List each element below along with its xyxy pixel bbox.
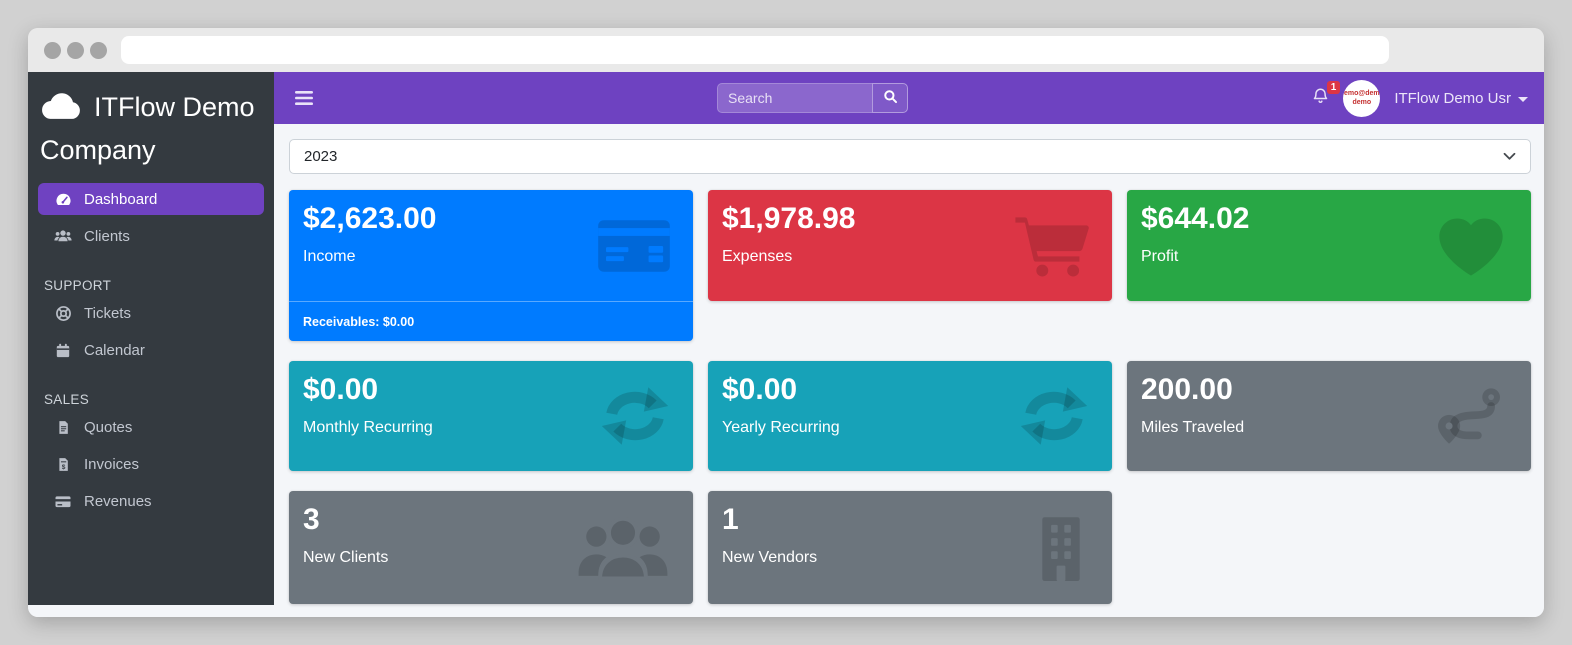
- sidebar-item-calendar[interactable]: Calendar: [38, 334, 264, 366]
- sidebar-item-label: Invoices: [84, 455, 140, 473]
- window-control-dot[interactable]: [44, 41, 61, 59]
- users-icon: [50, 228, 76, 244]
- search-input[interactable]: [717, 83, 872, 113]
- sidebar-nav: Dashboard Clients SUPPORT Tickets: [28, 183, 274, 517]
- year-select-value: 2023: [304, 148, 338, 165]
- window-control-dot[interactable]: [67, 41, 84, 59]
- card-value: $644.02: [1141, 202, 1250, 235]
- profit-card: $644.02 Profit: [1127, 190, 1531, 301]
- heart-icon: [1433, 212, 1509, 280]
- card-value: 200.00: [1141, 373, 1233, 406]
- new-vendors-card: 1 New Vendors: [708, 491, 1112, 604]
- sync-icon: [1018, 385, 1090, 447]
- card-label: Monthly Recurring: [303, 418, 433, 436]
- user-group-icon: [575, 515, 671, 581]
- browser-chrome: [28, 28, 1544, 72]
- life-ring-icon: [50, 305, 76, 322]
- caret-down-icon: [1518, 96, 1528, 102]
- sidebar-item-label: Clients: [84, 227, 130, 245]
- window-controls: [44, 41, 107, 59]
- file-invoice-dollar-icon: $: [50, 456, 76, 473]
- sync-icon: [599, 385, 671, 447]
- svg-text:$: $: [61, 463, 65, 470]
- sidebar-section-sales: SALES: [44, 392, 90, 407]
- main-area: 1 demo@demo demo ITFlow Demo Usr: [274, 72, 1544, 617]
- year-select[interactable]: 2023: [289, 139, 1531, 174]
- cards-row-2: $0.00 Monthly Recurring $0.00 Yearly Rec…: [289, 361, 1531, 471]
- card-label: New Vendors: [722, 548, 818, 566]
- menu-toggle-button[interactable]: [295, 91, 313, 105]
- route-icon: [1429, 385, 1509, 447]
- card-value: 3: [303, 503, 320, 536]
- credit-card-icon: [50, 494, 76, 509]
- card-value: $0.00: [303, 373, 379, 406]
- chevron-down-icon: [1503, 152, 1516, 161]
- monthly-recurring-card: $0.00 Monthly Recurring: [289, 361, 693, 471]
- navbar-right: 1 demo@demo demo ITFlow Demo Usr: [1312, 79, 1544, 117]
- cards-row-3: 3 New Clients 1 New Vendors: [289, 491, 1531, 604]
- file-quote-icon: [50, 419, 76, 436]
- card-label: Income: [303, 247, 356, 265]
- dashboard-content: 2023 $2,623.00 Income: [274, 124, 1544, 604]
- sidebar-item-quotes[interactable]: Quotes: [38, 411, 264, 443]
- notification-badge: 1: [1326, 80, 1341, 94]
- user-menu[interactable]: ITFlow Demo Usr: [1394, 90, 1528, 107]
- avatar-text: demo: [1352, 99, 1372, 106]
- card-label: Miles Traveled: [1141, 418, 1245, 436]
- shopping-cart-icon: [1014, 214, 1090, 278]
- top-navbar: 1 demo@demo demo ITFlow Demo Usr: [274, 72, 1544, 124]
- sidebar: ITFlow Demo Company Dashboard Clients: [28, 72, 274, 605]
- sidebar-item-dashboard[interactable]: Dashboard: [38, 183, 264, 215]
- sidebar-item-label: Quotes: [84, 418, 133, 436]
- card-label: Profit: [1141, 247, 1179, 265]
- search-icon: [883, 89, 898, 107]
- tachometer-icon: [50, 191, 76, 208]
- new-clients-card: 3 New Clients: [289, 491, 693, 604]
- browser-window: ITFlow Demo Company Dashboard Clients: [28, 28, 1544, 617]
- notifications-button[interactable]: 1: [1312, 80, 1341, 110]
- card-value: $0.00: [722, 373, 798, 406]
- card-label: Yearly Recurring: [722, 418, 840, 436]
- avatar-text: demo@demo: [1343, 89, 1380, 97]
- sidebar-item-label: Calendar: [84, 341, 145, 359]
- user-avatar[interactable]: demo@demo demo: [1343, 79, 1381, 117]
- search-button[interactable]: [872, 83, 908, 113]
- sidebar-item-label: Tickets: [84, 304, 131, 322]
- credit-card-icon: [597, 218, 671, 274]
- app-page: ITFlow Demo Company Dashboard Clients: [28, 72, 1544, 617]
- brand-text: ITFlow Demo Company: [40, 92, 255, 165]
- sidebar-item-invoices[interactable]: $ Invoices: [38, 448, 264, 480]
- cards-row-1: $2,623.00 Income Receivables: $0.00 $1,9…: [289, 190, 1531, 341]
- sidebar-item-label: Revenues: [84, 492, 152, 510]
- building-icon: [1032, 515, 1090, 581]
- user-name: ITFlow Demo Usr: [1394, 89, 1511, 107]
- card-value: 1: [722, 503, 739, 536]
- url-bar[interactable]: [121, 36, 1389, 64]
- card-footer: Receivables: $0.00: [289, 301, 693, 341]
- sidebar-section-support: SUPPORT: [44, 278, 112, 293]
- window-control-dot[interactable]: [90, 41, 107, 59]
- miles-traveled-card: 200.00 Miles Traveled: [1127, 361, 1531, 471]
- sidebar-item-revenues[interactable]: Revenues: [38, 485, 264, 517]
- calendar-icon: [50, 342, 76, 359]
- sidebar-item-label: Dashboard: [84, 190, 158, 208]
- expenses-card: $1,978.98 Expenses: [708, 190, 1112, 301]
- brand-link[interactable]: ITFlow Demo Company: [28, 72, 274, 183]
- card-value: $1,978.98: [722, 202, 856, 235]
- card-value: $2,623.00: [303, 202, 437, 235]
- income-card: $2,623.00 Income Receivables: $0.00: [289, 190, 693, 341]
- yearly-recurring-card: $0.00 Yearly Recurring: [708, 361, 1112, 471]
- search-group: [717, 83, 908, 113]
- bell-icon: [1312, 87, 1329, 110]
- sidebar-item-clients[interactable]: Clients: [38, 220, 264, 252]
- sidebar-item-tickets[interactable]: Tickets: [38, 297, 264, 329]
- card-label: New Clients: [303, 548, 389, 566]
- cloud-icon: [40, 90, 84, 131]
- card-label: Expenses: [722, 247, 793, 265]
